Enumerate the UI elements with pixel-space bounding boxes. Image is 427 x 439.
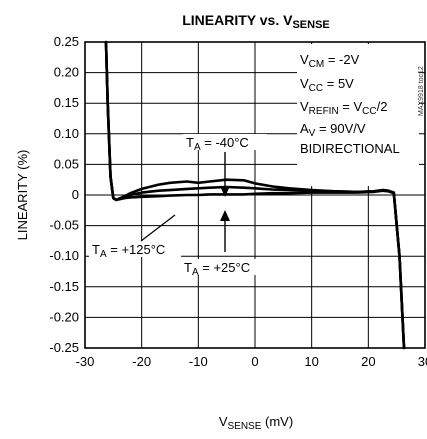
annotation-plus125: TA = +125°C	[89, 214, 181, 260]
y-tick-label: 0.15	[54, 95, 79, 110]
series-line-2	[104, 40, 406, 350]
x-tick-label: -10	[189, 354, 208, 369]
x-axis-label: VSENSE (mV)	[219, 414, 293, 432]
arrow-minus40-head	[220, 186, 230, 197]
x-tick-label: 0	[251, 354, 258, 369]
plot-frame	[84, 41, 426, 349]
y-tick-label: 0.10	[54, 126, 79, 141]
annotation-plus25: TA = +25°C	[180, 210, 270, 278]
cond-vcc: VCC = 5V	[300, 76, 354, 94]
y-tick-label: 0.20	[54, 65, 79, 80]
cond-mode: BIDIRECTIONAL	[300, 141, 400, 156]
x-tick-label: 20	[361, 354, 375, 369]
y-tick-label: -0.20	[49, 309, 79, 324]
conditions-box: VCM = -2V VCC = 5V VREFIN = VCC/2 AV = 9…	[297, 44, 419, 186]
y-axis-label: LINEARITY (%)	[15, 150, 30, 241]
leader-plus125	[140, 214, 176, 242]
y-tick-label: -0.15	[49, 279, 79, 294]
y-tick-label: -0.25	[49, 340, 79, 355]
series-group	[104, 40, 406, 350]
y-tick-label: -0.05	[49, 218, 79, 233]
cond-av: AV = 90V/V	[300, 121, 366, 139]
x-axis-ticks: -30 -20 -10 0 10 20 30	[76, 354, 427, 369]
cond-vrefin: VREFIN = VCC/2	[300, 99, 387, 117]
x-tick-label: -30	[76, 354, 95, 369]
cond-vcm: VCM = -2V	[300, 52, 360, 70]
chart-title: LINEARITY vs. VSENSE	[182, 12, 330, 31]
arrow-plus25-head	[220, 210, 230, 221]
label-plus125: TA = +125°C	[92, 242, 165, 260]
y-tick-label: 0	[72, 187, 79, 202]
annotation-plus25-bg	[180, 259, 270, 275]
x-tick-label: 10	[304, 354, 318, 369]
x-tick-label: -20	[132, 354, 151, 369]
annotation-minus40-bg	[183, 134, 267, 150]
annotation-plus125-bg	[89, 241, 181, 257]
x-tick-label: 30	[418, 354, 427, 369]
conditions-bg	[297, 44, 419, 186]
annotation-minus40: TA = -40°C	[183, 134, 267, 197]
y-axis-ticks: 0.25 0.20 0.15 0.10 0.05 0 -0.05 -0.10 -0.15 -0.2…	[49, 34, 79, 355]
label-plus25: TA = +25°C	[184, 260, 250, 278]
y-tick-label: -0.10	[49, 248, 79, 263]
label-minus40: TA = -40°C	[186, 135, 249, 153]
y-tick-label: 0.25	[54, 34, 79, 49]
y-tick-label: 0.05	[54, 156, 79, 171]
figure-id-watermark: MAX9918 toc12	[418, 66, 425, 116]
